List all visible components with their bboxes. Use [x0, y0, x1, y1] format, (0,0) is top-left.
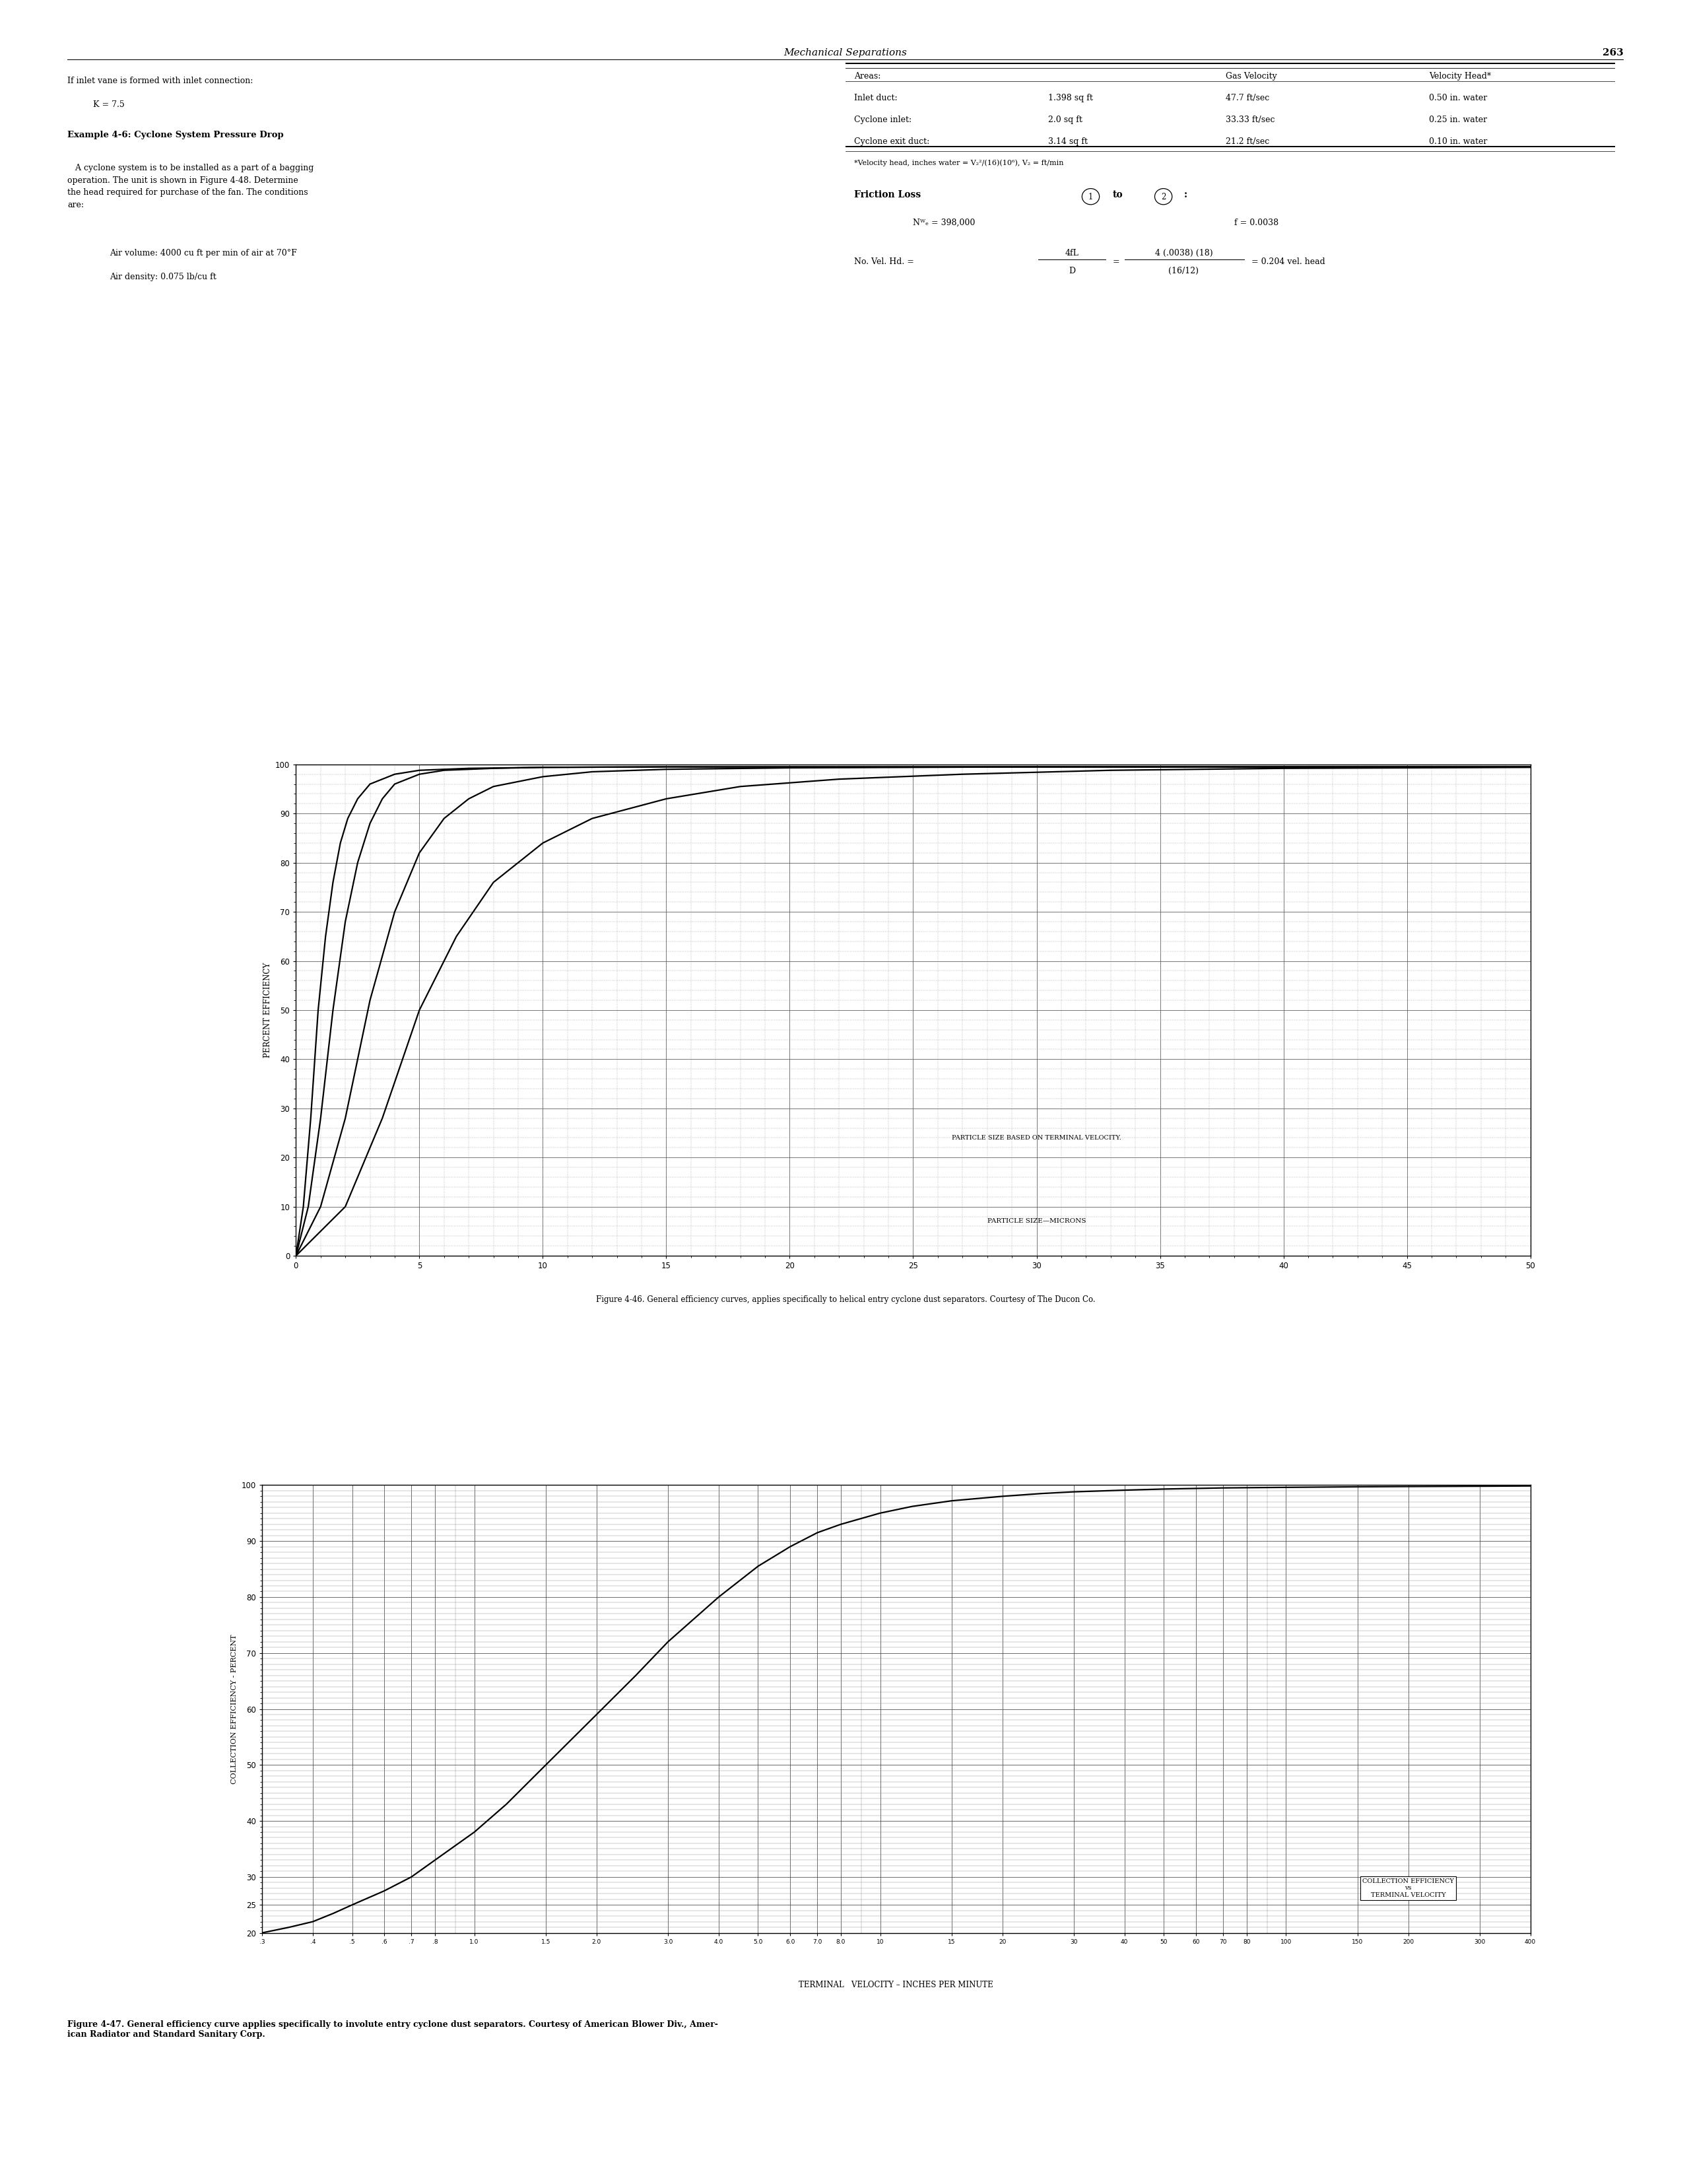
- Text: D: D: [1069, 266, 1075, 275]
- Text: PARTICLE SIZE BASED ON TERMINAL VELOCITY.: PARTICLE SIZE BASED ON TERMINAL VELOCITY…: [952, 1136, 1121, 1140]
- Text: 0.50 in. water: 0.50 in. water: [1429, 94, 1486, 103]
- Text: 0.10 in. water: 0.10 in. water: [1429, 138, 1486, 146]
- Text: If inlet vane is formed with inlet connection:: If inlet vane is formed with inlet conne…: [68, 76, 254, 85]
- Text: (16/12): (16/12): [1168, 266, 1199, 275]
- Y-axis label: COLLECTION EFFICIENCY - PERCENT: COLLECTION EFFICIENCY - PERCENT: [232, 1634, 238, 1784]
- Text: :: :: [1184, 190, 1187, 199]
- Text: Example 4-6: Cyclone System Pressure Drop: Example 4-6: Cyclone System Pressure Dro…: [68, 131, 284, 140]
- Text: Inlet duct:: Inlet duct:: [854, 94, 898, 103]
- Text: Air volume: 4000 cu ft per min of air at 70°F: Air volume: 4000 cu ft per min of air at…: [110, 249, 298, 258]
- Text: 47.7 ft/sec: 47.7 ft/sec: [1226, 94, 1270, 103]
- Text: 33.33 ft/sec: 33.33 ft/sec: [1226, 116, 1275, 124]
- Y-axis label: PERCENT EFFICIENCY: PERCENT EFFICIENCY: [264, 963, 272, 1057]
- Text: Cyclone inlet:: Cyclone inlet:: [854, 116, 911, 124]
- Text: 21.2 ft/sec: 21.2 ft/sec: [1226, 138, 1270, 146]
- Text: Mechanical Separations: Mechanical Separations: [785, 48, 906, 57]
- Text: Cyclone exit duct:: Cyclone exit duct:: [854, 138, 930, 146]
- Text: No. Vel. Hd. =: No. Vel. Hd. =: [854, 258, 913, 266]
- Text: 1: 1: [1089, 192, 1092, 201]
- Text: Friction Loss: Friction Loss: [854, 190, 922, 199]
- Text: = 0.204 vel. head: = 0.204 vel. head: [1251, 258, 1326, 266]
- Text: A cyclone system is to be installed as a part of a bagging
operation. The unit i: A cyclone system is to be installed as a…: [68, 164, 315, 210]
- Text: 0.25 in. water: 0.25 in. water: [1429, 116, 1486, 124]
- Text: Figure 4-47. General efficiency curve applies specifically to involute entry cyc: Figure 4-47. General efficiency curve ap…: [68, 2020, 719, 2038]
- Text: =: =: [1113, 258, 1119, 266]
- Text: K = 7.5: K = 7.5: [93, 100, 125, 109]
- Text: TERMINAL   VELOCITY – INCHES PER MINUTE: TERMINAL VELOCITY – INCHES PER MINUTE: [798, 1981, 994, 1990]
- Text: Air density: 0.075 lb/cu ft: Air density: 0.075 lb/cu ft: [110, 273, 216, 282]
- Text: Figure 4-46. General efficiency curves, applies specifically to helical entry cy: Figure 4-46. General efficiency curves, …: [595, 1295, 1096, 1304]
- Text: Areas:: Areas:: [854, 72, 881, 81]
- Text: PARTICLE SIZE—MICRONS: PARTICLE SIZE—MICRONS: [988, 1219, 1086, 1225]
- Text: 3.14 sq ft: 3.14 sq ft: [1048, 138, 1087, 146]
- Text: 263: 263: [1603, 48, 1623, 57]
- Text: Nᵂₑ = 398,000: Nᵂₑ = 398,000: [913, 218, 976, 227]
- Text: COLLECTION EFFICIENCY
vs
TERMINAL VELOCITY: COLLECTION EFFICIENCY vs TERMINAL VELOCI…: [1363, 1878, 1454, 1898]
- Text: 2: 2: [1162, 192, 1165, 201]
- Text: Gas Velocity: Gas Velocity: [1226, 72, 1277, 81]
- Text: *Velocity head, inches water = V₂²/(16)(10⁶), V₂ = ft/min: *Velocity head, inches water = V₂²/(16)(…: [854, 159, 1064, 166]
- Text: 4fL: 4fL: [1065, 249, 1079, 258]
- Text: 1.398 sq ft: 1.398 sq ft: [1048, 94, 1092, 103]
- Text: to: to: [1113, 190, 1123, 199]
- Text: 4 (.0038) (18): 4 (.0038) (18): [1155, 249, 1212, 258]
- Text: Velocity Head*: Velocity Head*: [1429, 72, 1491, 81]
- Text: f = 0.0038: f = 0.0038: [1234, 218, 1278, 227]
- Text: 2.0 sq ft: 2.0 sq ft: [1048, 116, 1082, 124]
